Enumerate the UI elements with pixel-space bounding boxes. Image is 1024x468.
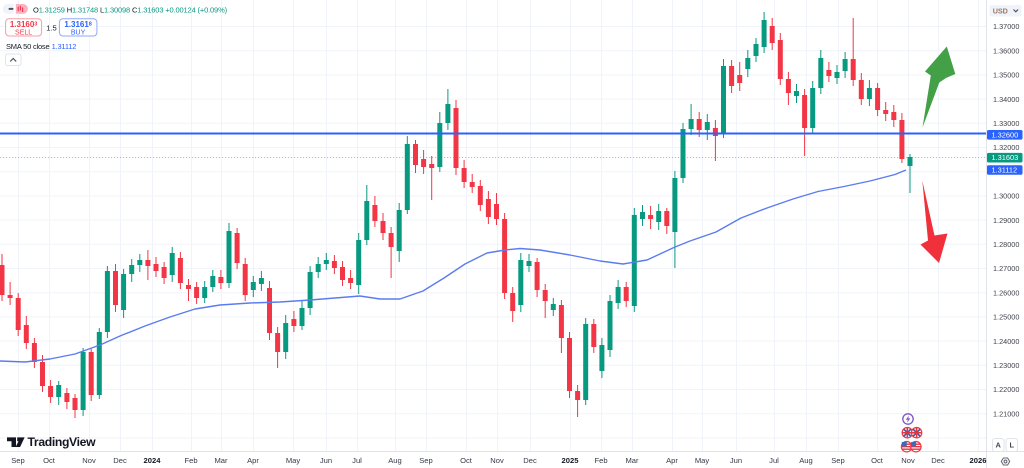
svg-text:2024: 2024 xyxy=(144,456,162,465)
svg-text:1.25000: 1.25000 xyxy=(993,313,1019,322)
svg-text:2025: 2025 xyxy=(562,456,580,465)
svg-text:1.29000: 1.29000 xyxy=(993,216,1019,225)
svg-text:1.21000: 1.21000 xyxy=(993,409,1019,418)
svg-text:Sep: Sep xyxy=(831,456,845,465)
svg-text:USD: USD xyxy=(993,6,1008,15)
svg-text:Apr: Apr xyxy=(247,456,259,465)
svg-text:TradingView: TradingView xyxy=(28,435,97,449)
svg-text:Oct: Oct xyxy=(43,456,56,465)
svg-text:Sep: Sep xyxy=(11,456,25,465)
svg-text:SELL: SELL xyxy=(15,29,32,36)
svg-text:Nov: Nov xyxy=(82,456,96,465)
svg-text:1.35000: 1.35000 xyxy=(993,71,1019,80)
svg-text:Nov: Nov xyxy=(901,456,915,465)
svg-text:1.33000: 1.33000 xyxy=(993,119,1019,128)
svg-text:Nov: Nov xyxy=(490,456,504,465)
svg-text:L: L xyxy=(1009,441,1014,450)
svg-text:Jun: Jun xyxy=(320,456,332,465)
svg-text:1.31618: 1.31618 xyxy=(64,20,92,29)
svg-text:Dec: Dec xyxy=(113,456,127,465)
svg-text:Aug: Aug xyxy=(799,456,813,465)
svg-text:1.37000: 1.37000 xyxy=(993,22,1019,31)
svg-text:1.32600: 1.32600 xyxy=(992,130,1019,139)
svg-text:1.28000: 1.28000 xyxy=(993,240,1019,249)
svg-text:1.26000: 1.26000 xyxy=(993,288,1019,297)
svg-text:Dec: Dec xyxy=(931,456,945,465)
svg-text:1.31112: 1.31112 xyxy=(992,166,1018,175)
svg-text:Jul: Jul xyxy=(769,456,779,465)
svg-text:1.36000: 1.36000 xyxy=(993,46,1019,55)
svg-text:1.32000: 1.32000 xyxy=(993,143,1019,152)
svg-text:1.30000: 1.30000 xyxy=(993,192,1019,201)
svg-text:Mar: Mar xyxy=(214,456,228,465)
svg-text:Mar: Mar xyxy=(625,456,639,465)
svg-text:Jun: Jun xyxy=(730,456,742,465)
svg-text:1.31603: 1.31603 xyxy=(10,20,38,29)
svg-text:O1.31259 H1.31748 L1.30098 C1.: O1.31259 H1.31748 L1.30098 C1.31603 +0.0… xyxy=(33,6,228,15)
svg-text:1.31603: 1.31603 xyxy=(992,153,1019,162)
svg-text:Aug: Aug xyxy=(388,456,402,465)
svg-text:Oct: Oct xyxy=(460,456,473,465)
svg-text:Feb: Feb xyxy=(184,456,197,465)
svg-text:May: May xyxy=(286,456,301,465)
svg-text:A: A xyxy=(996,441,1002,450)
svg-text:1.24000: 1.24000 xyxy=(993,337,1019,346)
svg-text:Feb: Feb xyxy=(594,456,607,465)
svg-text:1.22000: 1.22000 xyxy=(993,385,1019,394)
svg-text:May: May xyxy=(695,456,710,465)
svg-text:BUY: BUY xyxy=(71,29,86,36)
svg-text:Sep: Sep xyxy=(419,456,433,465)
svg-text:1.31112: 1.31112 xyxy=(52,42,77,51)
svg-text:1.34000: 1.34000 xyxy=(993,95,1019,104)
svg-text:Oct: Oct xyxy=(871,456,884,465)
svg-text:2026: 2026 xyxy=(970,456,987,465)
svg-text:SMA 50 close: SMA 50 close xyxy=(6,42,49,51)
svg-text:Apr: Apr xyxy=(666,456,678,465)
svg-text:Dec: Dec xyxy=(523,456,537,465)
svg-text:1.23000: 1.23000 xyxy=(993,361,1019,370)
svg-text:Jul: Jul xyxy=(352,456,362,465)
svg-text:1.27000: 1.27000 xyxy=(993,264,1019,273)
svg-text:1.5: 1.5 xyxy=(46,23,57,32)
